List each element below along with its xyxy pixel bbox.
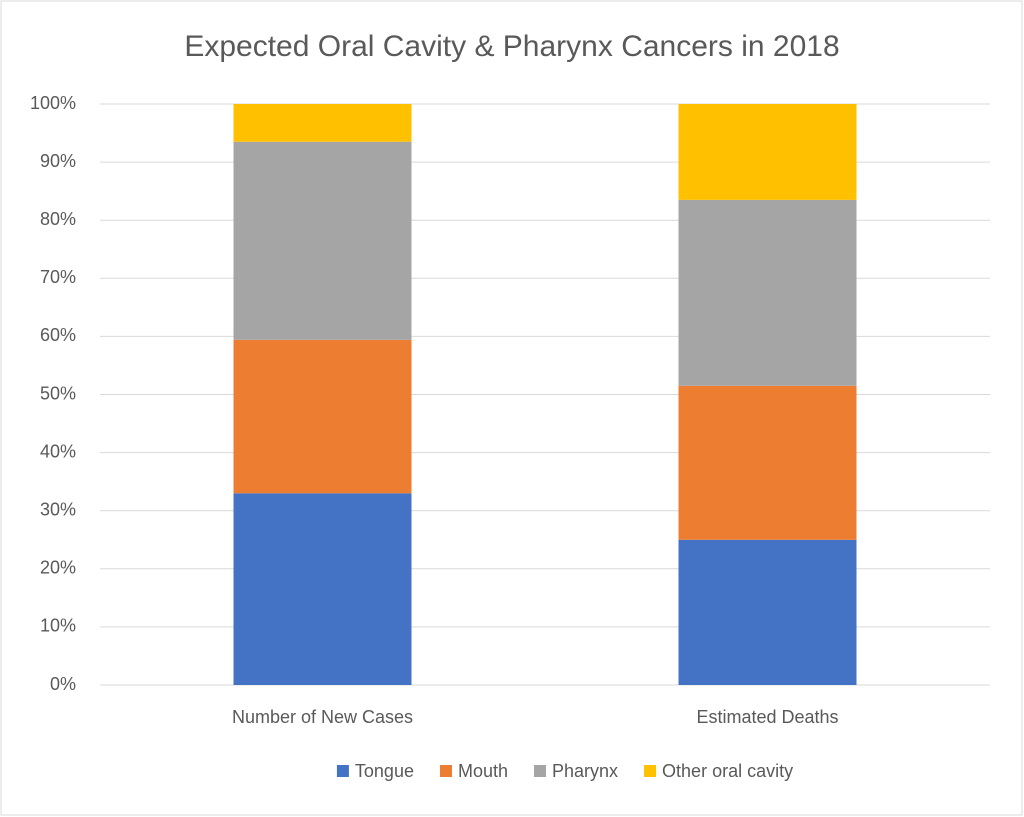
y-tick-label: 30%	[40, 499, 76, 519]
y-tick-label: 100%	[30, 93, 76, 113]
y-tick-label: 60%	[40, 325, 76, 345]
y-tick-label: 90%	[40, 151, 76, 171]
legend-label: Mouth	[458, 761, 508, 781]
legend-swatch	[336, 765, 349, 777]
bar-segment	[233, 141, 412, 340]
y-tick-label: 70%	[40, 267, 76, 287]
legend-swatch	[644, 765, 657, 777]
bar-segment	[233, 104, 412, 142]
bar-segment	[678, 385, 857, 540]
y-tick-label: 80%	[40, 209, 76, 229]
y-tick-label: 50%	[40, 383, 76, 403]
bar-segment	[678, 199, 857, 386]
x-tick-label: Estimated Deaths	[696, 707, 838, 727]
legend-swatch	[439, 765, 452, 777]
legend-label: Tongue	[355, 761, 414, 781]
y-tick-label: 20%	[40, 558, 76, 578]
chart-title: Expected Oral Cavity & Pharynx Cancers i…	[184, 30, 839, 63]
y-tick-label: 40%	[40, 441, 76, 461]
y-tick-label: 10%	[40, 616, 76, 636]
y-tick-label: 0%	[50, 674, 76, 694]
bar-segment	[233, 339, 412, 494]
x-tick-label: Number of New Cases	[232, 707, 413, 727]
legend-label: Other oral cavity	[662, 761, 793, 781]
bar-segment	[233, 493, 412, 685]
bar-segment	[678, 104, 857, 200]
bar-segment	[678, 539, 857, 685]
legend-swatch	[534, 765, 546, 777]
legend-label: Pharynx	[552, 761, 618, 781]
